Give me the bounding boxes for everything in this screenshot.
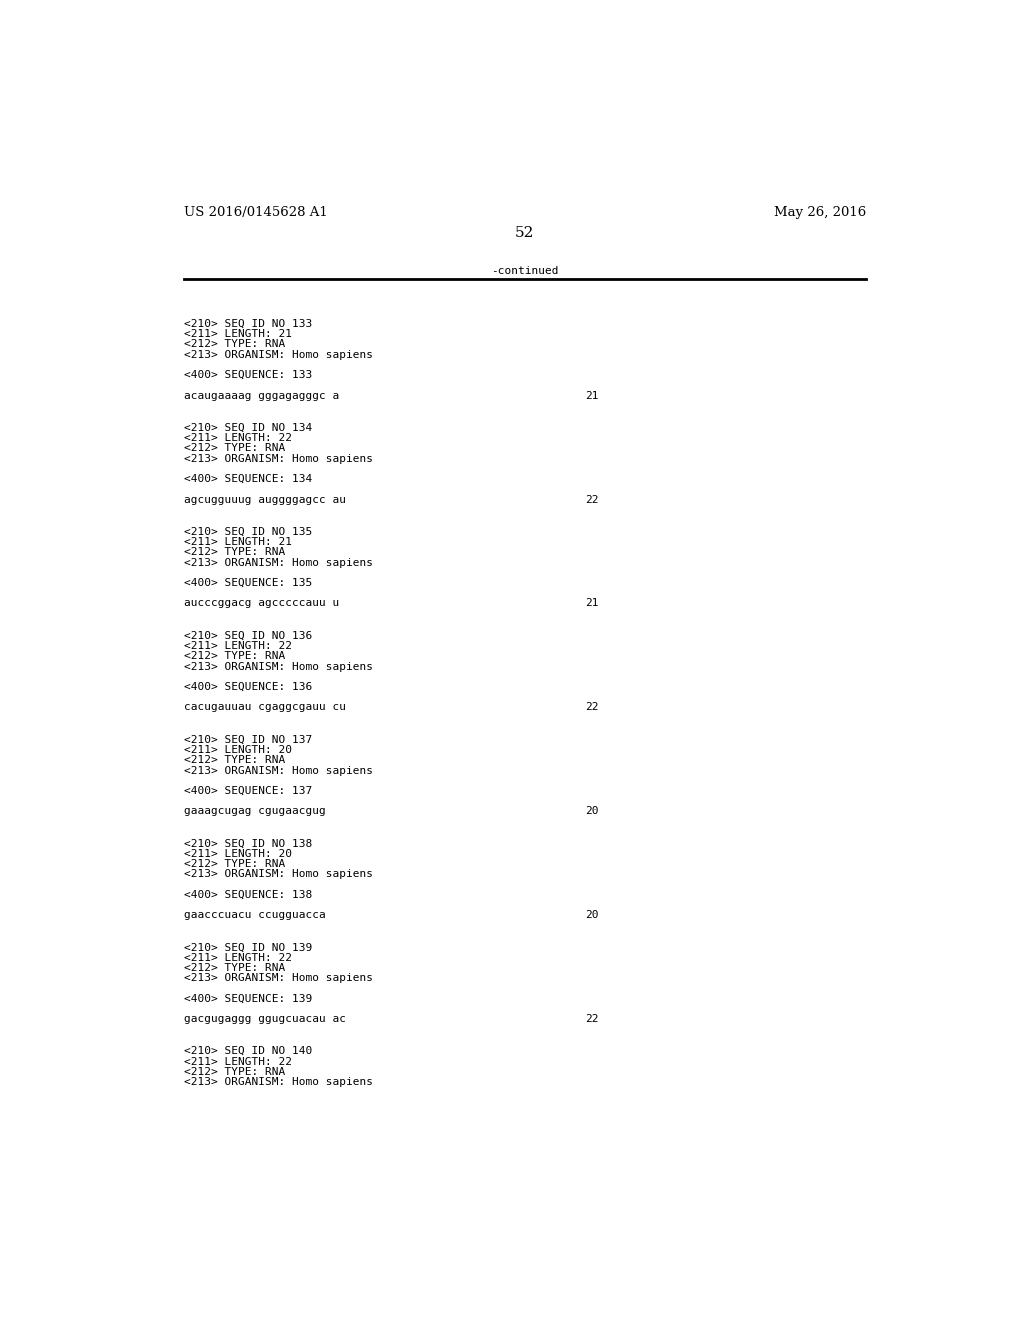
Text: <212> TYPE: RNA: <212> TYPE: RNA [183, 444, 285, 453]
Text: <212> TYPE: RNA: <212> TYPE: RNA [183, 964, 285, 973]
Text: 22: 22 [586, 1014, 599, 1024]
Text: 21: 21 [586, 598, 599, 609]
Text: <212> TYPE: RNA: <212> TYPE: RNA [183, 1067, 285, 1077]
Text: gaacccuacu ccugguacca: gaacccuacu ccugguacca [183, 911, 326, 920]
Text: gaaagcugag cgugaacgug: gaaagcugag cgugaacgug [183, 807, 326, 816]
Text: <210> SEQ ID NO 139: <210> SEQ ID NO 139 [183, 942, 312, 952]
Text: <210> SEQ ID NO 137: <210> SEQ ID NO 137 [183, 734, 312, 744]
Text: <210> SEQ ID NO 135: <210> SEQ ID NO 135 [183, 527, 312, 536]
Text: <210> SEQ ID NO 136: <210> SEQ ID NO 136 [183, 631, 312, 640]
Text: <211> LENGTH: 21: <211> LENGTH: 21 [183, 329, 292, 339]
Text: <211> LENGTH: 22: <211> LENGTH: 22 [183, 1056, 292, 1067]
Text: agcugguuug auggggagcc au: agcugguuug auggggagcc au [183, 495, 346, 504]
Text: 20: 20 [586, 807, 599, 816]
Text: <212> TYPE: RNA: <212> TYPE: RNA [183, 755, 285, 766]
Text: <400> SEQUENCE: 137: <400> SEQUENCE: 137 [183, 785, 312, 796]
Text: <210> SEQ ID NO 140: <210> SEQ ID NO 140 [183, 1047, 312, 1056]
Text: <400> SEQUENCE: 136: <400> SEQUENCE: 136 [183, 682, 312, 692]
Text: 21: 21 [586, 391, 599, 400]
Text: <213> ORGANISM: Homo sapiens: <213> ORGANISM: Homo sapiens [183, 870, 373, 879]
Text: aucccggacg agcccccauu u: aucccggacg agcccccauu u [183, 598, 339, 609]
Text: <211> LENGTH: 22: <211> LENGTH: 22 [183, 433, 292, 444]
Text: 20: 20 [586, 911, 599, 920]
Text: <212> TYPE: RNA: <212> TYPE: RNA [183, 859, 285, 869]
Text: -continued: -continued [492, 267, 558, 276]
Text: gacgugaggg ggugcuacau ac: gacgugaggg ggugcuacau ac [183, 1014, 346, 1024]
Text: <211> LENGTH: 20: <211> LENGTH: 20 [183, 849, 292, 859]
Text: US 2016/0145628 A1: US 2016/0145628 A1 [183, 206, 328, 219]
Text: <213> ORGANISM: Homo sapiens: <213> ORGANISM: Homo sapiens [183, 766, 373, 776]
Text: acaugaaaag gggagagggc a: acaugaaaag gggagagggc a [183, 391, 339, 400]
Text: <213> ORGANISM: Homo sapiens: <213> ORGANISM: Homo sapiens [183, 1077, 373, 1088]
Text: <211> LENGTH: 21: <211> LENGTH: 21 [183, 537, 292, 546]
Text: <400> SEQUENCE: 134: <400> SEQUENCE: 134 [183, 474, 312, 484]
Text: <400> SEQUENCE: 133: <400> SEQUENCE: 133 [183, 370, 312, 380]
Text: 22: 22 [586, 702, 599, 713]
Text: <211> LENGTH: 22: <211> LENGTH: 22 [183, 640, 292, 651]
Text: cacugauuau cgaggcgauu cu: cacugauuau cgaggcgauu cu [183, 702, 346, 713]
Text: <400> SEQUENCE: 138: <400> SEQUENCE: 138 [183, 890, 312, 900]
Text: May 26, 2016: May 26, 2016 [773, 206, 866, 219]
Text: <213> ORGANISM: Homo sapiens: <213> ORGANISM: Homo sapiens [183, 557, 373, 568]
Text: <213> ORGANISM: Homo sapiens: <213> ORGANISM: Homo sapiens [183, 661, 373, 672]
Text: <213> ORGANISM: Homo sapiens: <213> ORGANISM: Homo sapiens [183, 350, 373, 360]
Text: <210> SEQ ID NO 133: <210> SEQ ID NO 133 [183, 318, 312, 329]
Text: <213> ORGANISM: Homo sapiens: <213> ORGANISM: Homo sapiens [183, 973, 373, 983]
Text: <400> SEQUENCE: 135: <400> SEQUENCE: 135 [183, 578, 312, 587]
Text: <211> LENGTH: 20: <211> LENGTH: 20 [183, 744, 292, 755]
Text: <212> TYPE: RNA: <212> TYPE: RNA [183, 339, 285, 350]
Text: <210> SEQ ID NO 134: <210> SEQ ID NO 134 [183, 422, 312, 433]
Text: 22: 22 [586, 495, 599, 504]
Text: 52: 52 [515, 226, 535, 240]
Text: <212> TYPE: RNA: <212> TYPE: RNA [183, 548, 285, 557]
Text: <210> SEQ ID NO 138: <210> SEQ ID NO 138 [183, 838, 312, 849]
Text: <212> TYPE: RNA: <212> TYPE: RNA [183, 651, 285, 661]
Text: <400> SEQUENCE: 139: <400> SEQUENCE: 139 [183, 994, 312, 1003]
Text: <211> LENGTH: 22: <211> LENGTH: 22 [183, 953, 292, 962]
Text: <213> ORGANISM: Homo sapiens: <213> ORGANISM: Homo sapiens [183, 454, 373, 463]
